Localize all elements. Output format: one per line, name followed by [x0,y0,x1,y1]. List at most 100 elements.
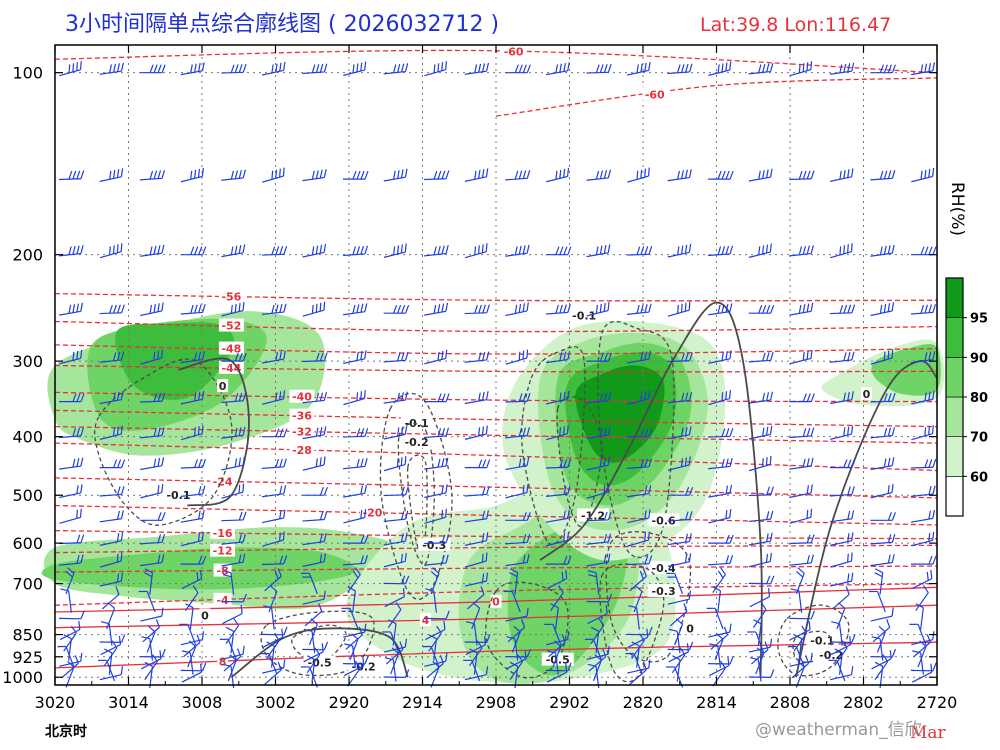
isotherm-8 [54,425,938,444]
wind-barb [708,390,731,406]
wind-barb [628,605,640,630]
wind-barb [586,244,611,258]
wind-barb [830,532,854,546]
wind-barb [748,486,774,497]
wind-barb [262,628,284,648]
wind-barb [789,484,813,499]
wind-barb [99,510,124,523]
x-tick-label-0: 3020 [35,693,76,712]
wind-barb [751,641,769,665]
wind-barb [708,509,732,524]
wind-barb [463,659,481,682]
wind-barb [387,602,402,628]
omega-label-17: 0 [863,388,871,401]
wind-barb [668,643,689,663]
rh-shading [41,311,945,684]
omega-label-bg-1 [217,379,229,393]
wind-barb [106,602,116,630]
wind-barb [221,533,246,545]
wind-barb [180,531,204,547]
wind-barb [911,351,936,364]
wind-barb [100,636,121,656]
wind-barb [99,391,124,405]
wind-barb [180,662,207,672]
omega-contour-6 [291,624,347,661]
wind-barb [586,593,613,603]
wind-barb [789,427,815,439]
wind-barb [183,634,201,658]
wind-barb [343,509,367,524]
colorbar-tick-label-3: 90 [970,351,988,366]
wind-barb [830,572,854,587]
wind-barb [180,351,206,364]
wind-barb [390,647,400,675]
wind-barb [99,666,124,681]
wind-barb [99,486,125,497]
isotherm-3 [54,320,938,333]
wind-barb [708,655,734,665]
omega-label-13: -0.1 [810,635,834,648]
wind-barb [464,486,490,497]
y-tick-label-8: 925 [12,648,43,667]
wind-barb [63,625,77,652]
wind-barb [545,246,572,256]
month-label: Mar [910,723,947,743]
isotherm-label-bg-13 [210,543,236,557]
wind-barb [629,568,647,592]
wind-barb [345,626,363,650]
wind-barb [388,619,397,646]
wind-barb [545,351,571,364]
wind-barb [748,575,775,585]
wind-barbs [57,61,937,689]
isotherm-4 [54,344,938,355]
wind-barb [667,553,692,567]
wind-barb [58,170,85,181]
wind-barb [586,483,610,499]
wind-barb [343,484,367,498]
omega-contour-17 [795,360,938,678]
wind-barb [104,648,113,675]
omega-contour-0 [94,358,233,526]
wind-barb [748,304,775,314]
wind-barb [748,168,773,182]
wind-barb [666,572,684,595]
wind-barb [424,484,448,499]
wind-barb [264,568,282,592]
wind-barb [464,425,488,440]
wind-barb [59,508,82,524]
wind-barb [667,456,691,471]
wind-barb [306,647,321,674]
wind-barb [911,531,935,547]
wind-barb [225,626,235,654]
omega-contour-10 [485,581,569,679]
x-tick-label-8: 2820 [623,693,664,712]
wind-barb [144,654,158,680]
isotherm-label-6: -40 [292,391,312,404]
wind-barb [464,510,490,523]
wind-barb [546,425,569,441]
wind-barb [99,572,124,587]
wind-barb [140,648,166,658]
wind-barb [142,619,160,643]
wind-barb [342,428,369,438]
wind-barb [870,512,896,521]
x-tick-label-6: 2908 [476,693,517,712]
isotherm-6 [54,391,938,403]
wind-barb [140,483,164,499]
wind-barb [748,351,774,363]
wind-barb [789,349,813,365]
wind-barb [748,391,774,404]
wind-barb [343,61,367,76]
wind-barb [261,303,287,315]
wind-barb [140,244,165,257]
wind-barb [383,391,408,404]
wind-barb [59,349,83,365]
isotherm-label-bg-12 [210,525,236,539]
wind-barb [911,167,935,183]
isotherm-label-5: -44 [221,362,241,375]
wind-barb [507,619,526,643]
wind-barb [627,390,651,405]
wind-barb [383,669,410,678]
wind-barb [59,484,83,499]
